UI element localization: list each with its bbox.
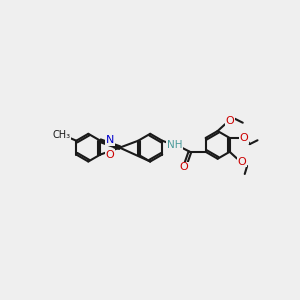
Text: O: O [106,150,114,160]
Text: O: O [225,116,234,126]
Text: CH₃: CH₃ [52,130,71,140]
Text: O: O [237,157,246,167]
Text: N: N [106,135,114,145]
Text: O: O [239,133,248,143]
Text: O: O [180,162,189,172]
Text: NH: NH [167,140,182,150]
